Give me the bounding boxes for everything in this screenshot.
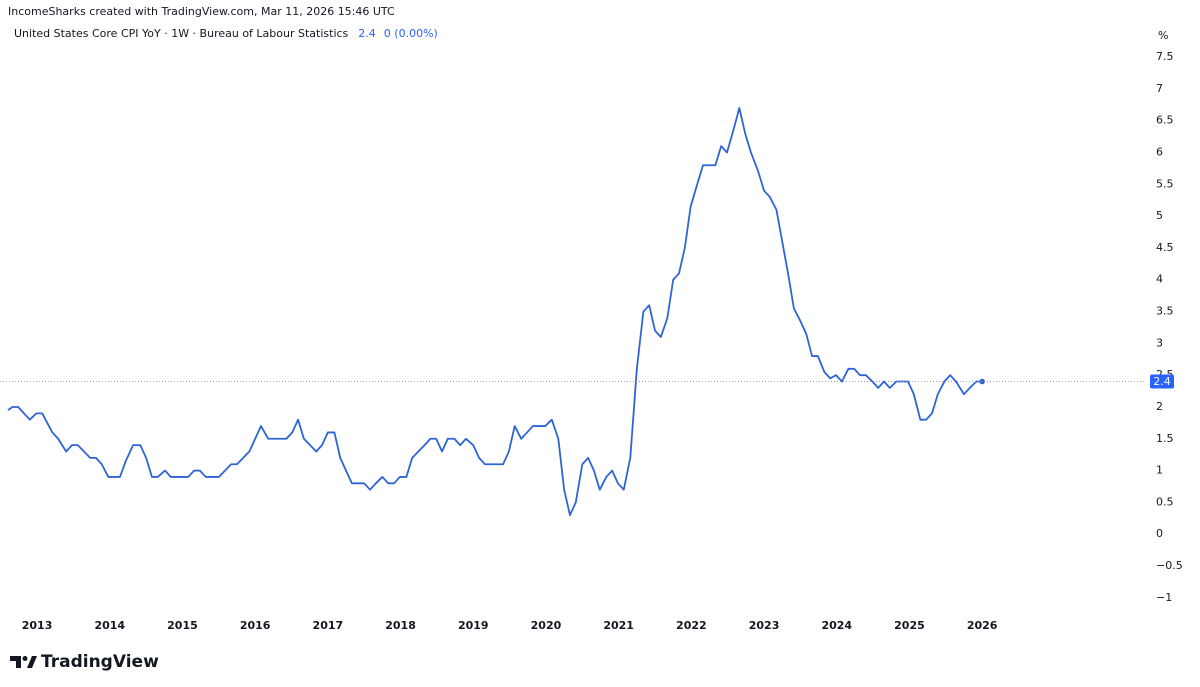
x-tick-label: 2023 (749, 619, 780, 632)
y-tick-label: 2 (1156, 400, 1163, 413)
price-badge (1150, 374, 1174, 389)
y-tick-label: 5 (1156, 209, 1163, 222)
y-tick-label: 0.5 (1156, 495, 1174, 508)
x-tick-label: 2013 (22, 619, 53, 632)
x-tick-label: 2014 (94, 619, 125, 632)
last-point (979, 378, 985, 385)
x-tick-label: 2024 (821, 619, 852, 632)
y-tick-label: 4 (1156, 273, 1163, 286)
tradingview-logo: TradingView (10, 652, 159, 672)
x-tick-label: 2018 (385, 619, 416, 632)
legend-change: 0 (0.00%) (384, 27, 438, 40)
y-tick-label: 4.5 (1156, 241, 1174, 254)
legend-name: United States Core CPI YoY · 1W · Bureau… (14, 27, 349, 40)
x-tick-label: 2016 (240, 619, 271, 632)
logo-mark (27, 656, 37, 668)
x-tick-label: 2026 (967, 619, 998, 632)
brand-name: TradingView (41, 652, 159, 672)
y-tick-label: 6.5 (1156, 114, 1174, 127)
y-tick-label: −0.5 (1156, 559, 1183, 572)
logo-dot (22, 656, 28, 661)
x-tick-label: 2020 (531, 619, 562, 632)
x-tick-label: 2021 (603, 619, 634, 632)
y-tick-label: 0 (1156, 527, 1163, 540)
y-tick-label: 5.5 (1156, 177, 1174, 190)
y-tick-label: 1.5 (1156, 432, 1174, 445)
x-tick-label: 2025 (894, 619, 925, 632)
price-badge-label: 2.4 (1153, 375, 1171, 388)
y-tick-label: 6 (1156, 146, 1163, 159)
x-tick-label: 2022 (676, 619, 707, 632)
x-tick-label: 2015 (167, 619, 198, 632)
x-tick-label: 2019 (458, 619, 489, 632)
y-tick-label: 1 (1156, 464, 1163, 477)
series-line (7, 107, 983, 517)
y-tick-label: 7.5 (1156, 50, 1174, 63)
logo-mark (10, 656, 21, 668)
y-tick-label: 3 (1156, 336, 1163, 349)
unit-label: % (1158, 29, 1168, 42)
y-tick-label: −1 (1156, 591, 1172, 604)
y-tick-label: 7 (1156, 82, 1163, 95)
x-tick-label: 2017 (313, 619, 344, 632)
y-tick-label: 3.5 (1156, 305, 1174, 318)
legend-value: 2.4 (358, 27, 376, 40)
header-text: IncomeSharks created with TradingView.co… (8, 5, 395, 18)
